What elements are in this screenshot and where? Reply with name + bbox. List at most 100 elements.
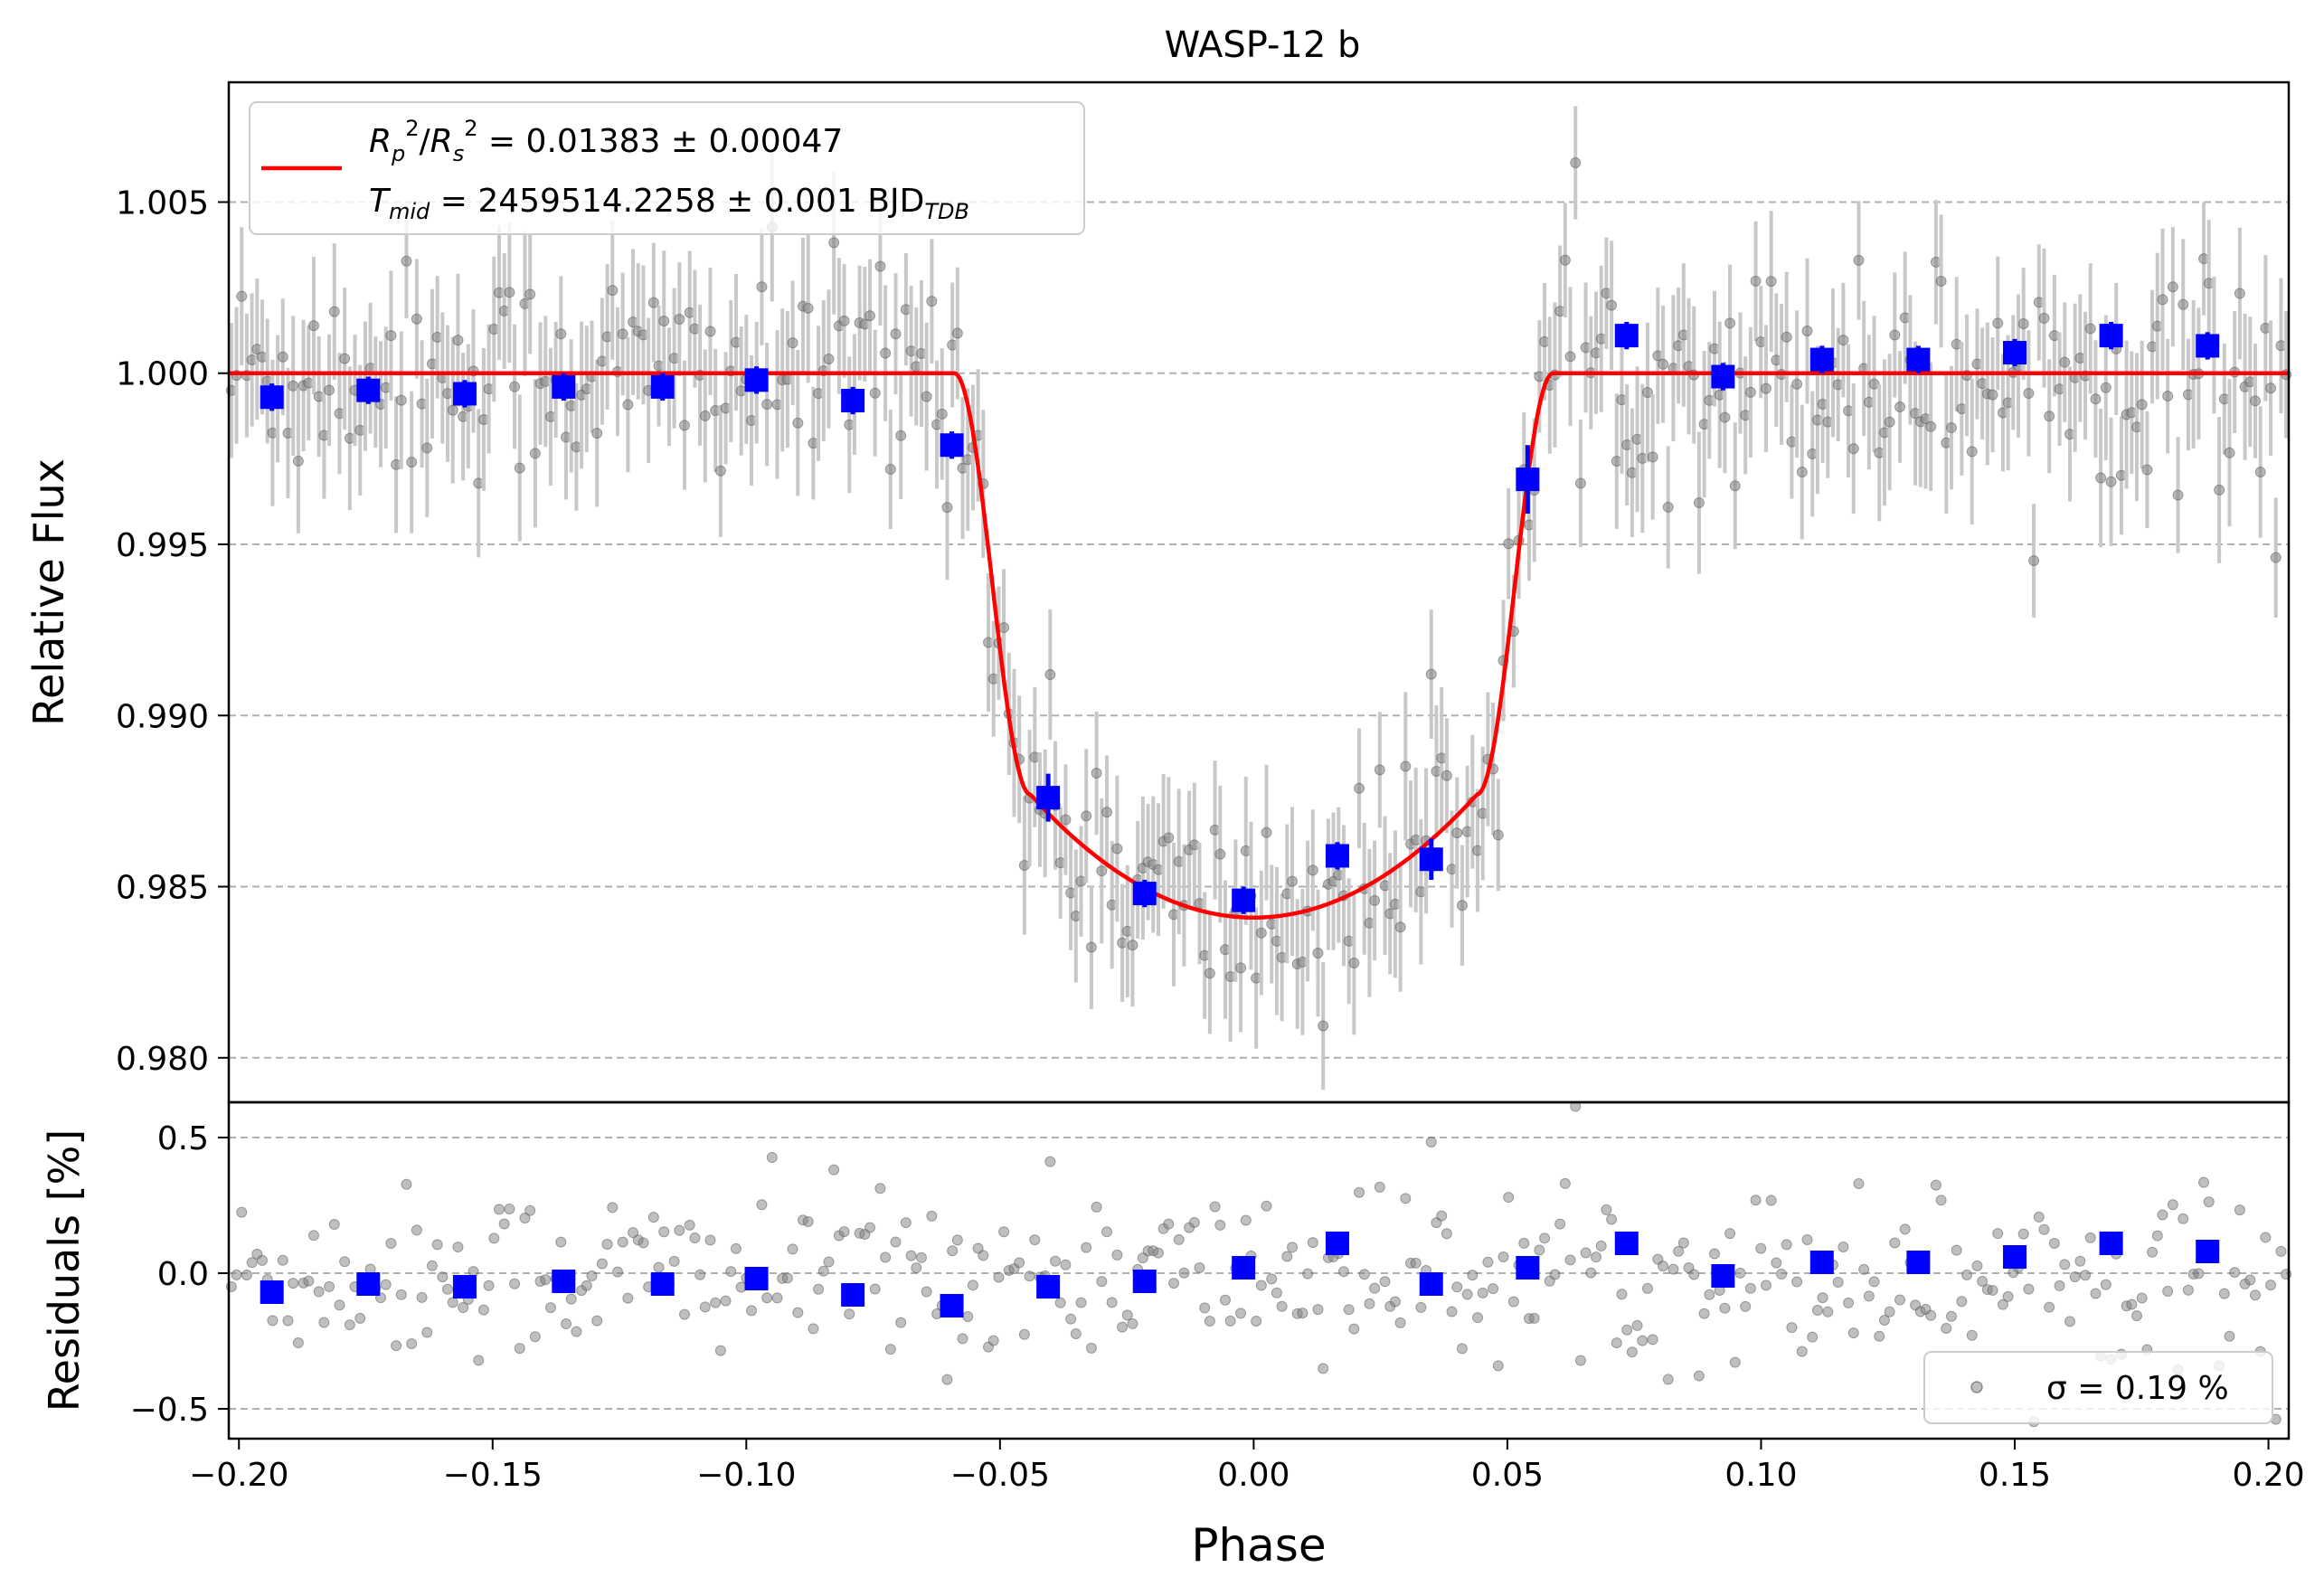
residual-point bbox=[2044, 1301, 2055, 1313]
raw-point bbox=[2254, 467, 2266, 478]
binned-point bbox=[1906, 347, 1931, 372]
residual-point bbox=[1734, 1267, 1746, 1279]
residual-point bbox=[1271, 1287, 1282, 1299]
raw-point bbox=[1837, 335, 1849, 346]
residual-point bbox=[1878, 1314, 1890, 1326]
x-tick-label: −0.05 bbox=[950, 1457, 1050, 1494]
residual-point bbox=[1539, 1232, 1551, 1244]
raw-point bbox=[674, 313, 685, 325]
residual-point bbox=[1847, 1327, 1859, 1339]
residual-point bbox=[725, 1266, 737, 1278]
residual-point bbox=[813, 1283, 825, 1295]
residual-point bbox=[2002, 1290, 2014, 1302]
residual-point bbox=[1060, 1259, 1072, 1270]
residual-point bbox=[1070, 1327, 1082, 1339]
raw-point bbox=[890, 328, 902, 340]
binned-residual-point bbox=[1809, 1251, 1834, 1274]
raw-point bbox=[838, 315, 850, 326]
residual-point bbox=[1951, 1244, 1962, 1256]
residual-point bbox=[987, 1335, 999, 1346]
residual-point bbox=[1884, 1306, 1895, 1317]
raw-point bbox=[2249, 395, 2261, 407]
top-legend: Rp2/Rs2 = 0.01383 ± 0.00047 Tmid = 24595… bbox=[249, 101, 1085, 235]
raw-point bbox=[1744, 386, 1756, 398]
residual-point bbox=[1163, 1218, 1175, 1230]
raw-point bbox=[884, 463, 896, 475]
residual-point bbox=[1987, 1284, 1998, 1296]
binned-residual-point bbox=[1906, 1251, 1931, 1274]
residual-point bbox=[1492, 1360, 1504, 1372]
residual-point bbox=[241, 1269, 252, 1280]
raw-point bbox=[1647, 451, 1658, 463]
residual-point bbox=[416, 1291, 428, 1303]
raw-point bbox=[236, 290, 248, 302]
raw-point bbox=[1945, 422, 1957, 434]
residual-point bbox=[730, 1242, 742, 1254]
binned-residual-points bbox=[260, 1232, 2220, 1317]
raw-point bbox=[1081, 810, 1092, 822]
residual-point bbox=[483, 1280, 495, 1291]
binned-point bbox=[650, 374, 675, 399]
residual-point bbox=[628, 1227, 639, 1239]
residual-point bbox=[1065, 1313, 1077, 1325]
residual-point bbox=[421, 1327, 433, 1338]
residual-point bbox=[921, 1286, 932, 1298]
binned-residual-point bbox=[552, 1270, 576, 1293]
raw-point bbox=[864, 310, 876, 322]
binned-point bbox=[260, 385, 284, 410]
raw-point bbox=[555, 328, 567, 340]
raw-point bbox=[421, 442, 433, 454]
bottom-y-axis-label: Residuals [%] bbox=[40, 1129, 89, 1412]
residual-point bbox=[1199, 1302, 1211, 1314]
raw-point bbox=[2038, 312, 2050, 324]
residual-point bbox=[1595, 1240, 1607, 1251]
residual-point bbox=[1441, 1228, 1452, 1240]
residual-point bbox=[1658, 1261, 1669, 1272]
residual-point bbox=[2064, 1316, 2075, 1327]
residual-point bbox=[2130, 1310, 2142, 1322]
residual-point bbox=[529, 1331, 541, 1343]
raw-point bbox=[1894, 401, 1906, 412]
residual-point bbox=[1724, 1228, 1736, 1240]
residual-point bbox=[1863, 1290, 1875, 1302]
x-tick-label: 0.05 bbox=[1471, 1457, 1544, 1494]
residual-point bbox=[1971, 1260, 1983, 1271]
residual-point bbox=[324, 1280, 335, 1292]
residual-point bbox=[1101, 1226, 1112, 1238]
binned-residual-point bbox=[260, 1280, 284, 1304]
residual-point bbox=[746, 1305, 758, 1317]
raw-point bbox=[1729, 480, 1741, 492]
residual-point bbox=[447, 1297, 458, 1308]
residual-point bbox=[1503, 1192, 1515, 1204]
residual-point bbox=[1559, 1177, 1571, 1189]
residual-point bbox=[2260, 1232, 2272, 1243]
residual-point bbox=[1075, 1297, 1087, 1308]
residual-point bbox=[2224, 1330, 2235, 1342]
binned-residual-point bbox=[744, 1267, 769, 1290]
residual-point bbox=[2275, 1245, 2287, 1257]
residual-point bbox=[1209, 1201, 1221, 1213]
residual-point bbox=[1091, 1201, 1102, 1213]
residual-point bbox=[617, 1236, 628, 1248]
residual-point bbox=[1677, 1237, 1689, 1249]
residual-point bbox=[962, 1310, 974, 1322]
residual-point bbox=[1318, 1363, 1329, 1374]
residual-point bbox=[874, 1183, 886, 1195]
residual-point bbox=[1796, 1346, 1808, 1357]
raw-point bbox=[1658, 358, 1669, 370]
raw-point bbox=[880, 347, 892, 359]
residual-point bbox=[2151, 1230, 2163, 1242]
residual-point bbox=[668, 1255, 680, 1267]
residual-point bbox=[684, 1219, 695, 1231]
residual-point bbox=[458, 1302, 469, 1314]
residual-point bbox=[1693, 1370, 1705, 1382]
residual-point bbox=[1348, 1323, 1360, 1335]
raw-point bbox=[1111, 843, 1123, 855]
residual-point bbox=[941, 1374, 953, 1385]
residual-point bbox=[1168, 1278, 1180, 1289]
raw-point bbox=[787, 337, 798, 349]
binned-residual-point bbox=[940, 1294, 964, 1317]
residual-point bbox=[1673, 1245, 1685, 1257]
residual-point bbox=[1956, 1296, 1968, 1308]
raw-point bbox=[2270, 552, 2281, 563]
